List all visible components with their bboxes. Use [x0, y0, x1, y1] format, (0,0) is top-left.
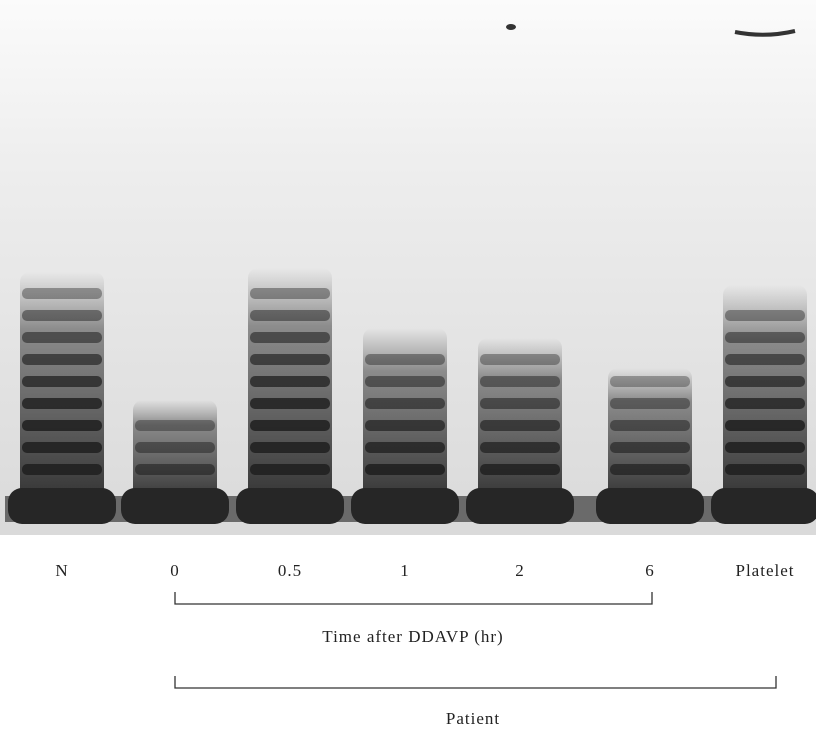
band: [610, 464, 690, 475]
lane-smear: [478, 338, 562, 500]
band: [22, 376, 102, 387]
band: [725, 398, 805, 409]
band: [365, 354, 445, 365]
lane-base: [711, 488, 816, 524]
band: [480, 464, 560, 475]
band: [725, 332, 805, 343]
band: [22, 398, 102, 409]
band: [725, 420, 805, 431]
band: [610, 420, 690, 431]
band: [250, 464, 330, 475]
band: [725, 464, 805, 475]
lane-base: [351, 488, 459, 524]
band: [22, 464, 102, 475]
band: [22, 442, 102, 453]
band: [365, 442, 445, 453]
lane-base: [596, 488, 704, 524]
band: [610, 442, 690, 453]
lane-base: [8, 488, 116, 524]
lane-base: [121, 488, 229, 524]
band: [250, 310, 330, 321]
lane-base: [466, 488, 574, 524]
band: [250, 398, 330, 409]
gel-spot: [506, 24, 516, 30]
lane-label: N: [55, 561, 68, 580]
band: [250, 288, 330, 299]
gel-spot: [734, 29, 796, 37]
lane-label: Platelet: [736, 561, 795, 580]
bracket: [174, 592, 653, 605]
band: [22, 332, 102, 343]
band: [250, 332, 330, 343]
band: [480, 420, 560, 431]
band: [610, 398, 690, 409]
band: [725, 442, 805, 453]
labels: N 0 0.5 1 2 6 Platelet: [55, 561, 795, 580]
band: [22, 354, 102, 365]
band: [135, 442, 215, 453]
band: [365, 464, 445, 475]
lane-label: 2: [515, 561, 525, 580]
band: [365, 376, 445, 387]
band: [480, 354, 560, 365]
lanes: [8, 268, 816, 524]
bracket: [174, 676, 777, 689]
band: [480, 376, 560, 387]
band: [250, 376, 330, 387]
lane-smear: [363, 328, 447, 500]
lane-label: 0.5: [278, 561, 302, 580]
band: [365, 420, 445, 431]
lane-label: 1: [400, 561, 410, 580]
band: [250, 354, 330, 365]
band: [365, 398, 445, 409]
lane-label: 0: [170, 561, 180, 580]
band: [725, 310, 805, 321]
band: [725, 354, 805, 365]
bracket-label: Patient: [446, 709, 500, 728]
band: [250, 420, 330, 431]
band: [610, 376, 690, 387]
band: [22, 310, 102, 321]
lane-base: [236, 488, 344, 524]
lane-smear: [608, 368, 692, 500]
band: [135, 464, 215, 475]
band: [480, 398, 560, 409]
band: [480, 442, 560, 453]
band: [135, 420, 215, 431]
band: [725, 376, 805, 387]
band: [22, 420, 102, 431]
band: [250, 442, 330, 453]
band: [22, 288, 102, 299]
bracket-label: Time after DDAVP (hr): [322, 627, 503, 646]
lane-label: 6: [645, 561, 655, 580]
